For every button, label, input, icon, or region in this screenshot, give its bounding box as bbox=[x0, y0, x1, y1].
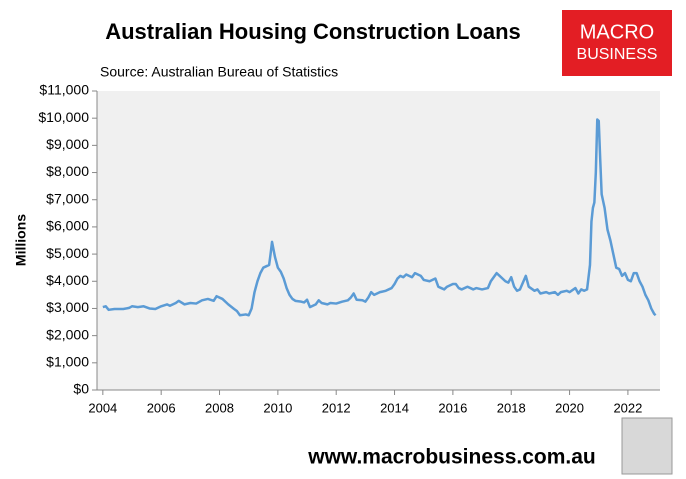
y-tick-label: $7,000 bbox=[46, 190, 89, 206]
x-tick-label: 2004 bbox=[88, 400, 117, 415]
x-tick-label: 2006 bbox=[147, 400, 176, 415]
footer: www.macrobusiness.com.au bbox=[307, 446, 595, 469]
data-line bbox=[102, 118, 657, 317]
x-tick-label: 2016 bbox=[438, 400, 467, 415]
x-tick-label: 2010 bbox=[263, 400, 292, 415]
y-tick-label: $2,000 bbox=[46, 326, 89, 342]
y-tick-label: $1,000 bbox=[46, 354, 89, 370]
y-tick-label: $10,000 bbox=[38, 109, 89, 125]
y-tick-label: $4,000 bbox=[46, 272, 89, 288]
x-tick-label: 2008 bbox=[205, 400, 234, 415]
y-tick-label: $0 bbox=[73, 381, 89, 397]
chart-subtitle: Source: Australian Bureau of Statistics bbox=[100, 64, 338, 80]
plot-area bbox=[97, 91, 660, 390]
y-tick-label: $6,000 bbox=[46, 218, 89, 234]
logo-text: BUSINESS bbox=[577, 46, 658, 63]
y-tick-label: $5,000 bbox=[46, 245, 89, 261]
y-tick-label: $9,000 bbox=[46, 136, 89, 152]
logo-image bbox=[621, 417, 673, 475]
x-tick-label: 2012 bbox=[322, 400, 351, 415]
logo bbox=[562, 10, 672, 76]
chart-title: Australian Housing Construction Loans bbox=[105, 19, 521, 44]
logo-text: MACRO bbox=[580, 21, 654, 43]
x-tick-label: 2022 bbox=[613, 400, 642, 415]
y-tick-label: $8,000 bbox=[46, 163, 89, 179]
x-tick-label: 2020 bbox=[555, 400, 584, 415]
x-tick-label: 2018 bbox=[497, 400, 526, 415]
y-tick-label: $3,000 bbox=[46, 299, 89, 315]
y-tick-label: $11,000 bbox=[39, 82, 89, 98]
x-tick-label: 2014 bbox=[380, 400, 409, 415]
y-axis-label: Millions bbox=[13, 214, 29, 266]
